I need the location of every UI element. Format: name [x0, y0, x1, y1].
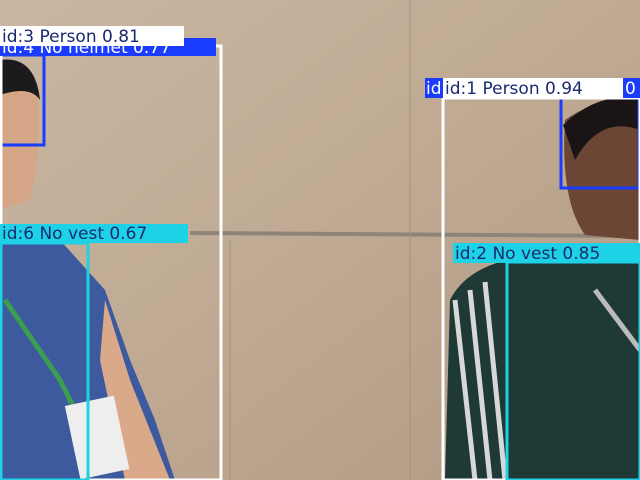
label-bg — [0, 224, 188, 243]
detection-label: id:1 Person 0.94 — [445, 79, 583, 99]
detection-label: id:3 Person 0.81 — [2, 27, 140, 47]
person-right — [445, 97, 640, 480]
label-bg — [623, 78, 640, 98]
detection-label: 0 — [625, 79, 636, 99]
label-bg — [425, 78, 445, 98]
detection-label: id:6 No vest 0.67 — [2, 224, 147, 244]
wall-seam — [189, 231, 640, 238]
detection-label: id — [426, 79, 442, 99]
detection-label: id:2 No vest 0.85 — [455, 244, 600, 264]
label-bg — [0, 26, 184, 46]
label-bg — [443, 78, 625, 98]
label-bg — [453, 243, 640, 263]
